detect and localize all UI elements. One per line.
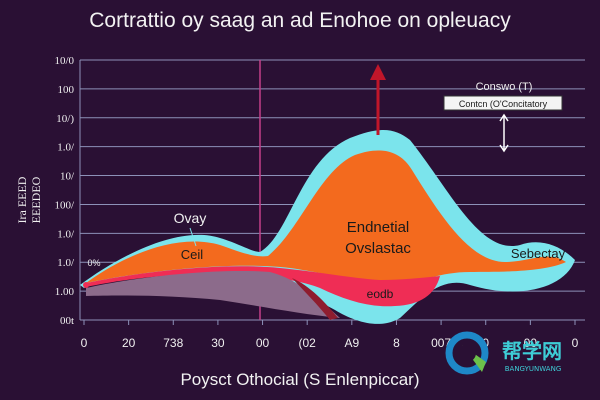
y-tick-label: 10/0 <box>54 55 74 67</box>
y-axis-label-line-1: Ira EEED <box>15 176 29 223</box>
series-areas <box>80 129 575 324</box>
legend-title: Conswo (T) <box>476 81 533 93</box>
watermark-subtext: BANGYUNWANG <box>505 365 562 373</box>
y-tick-label: 1.0/ <box>57 257 75 269</box>
y-tick-labels: 00t 1.00 1.0/1.0/100/10/1.0/10/) 100 10/0 <box>54 55 75 327</box>
annotation-ovslastac: Ovslastac <box>345 240 411 257</box>
series-mauve-area <box>86 270 340 318</box>
x-tick-label: (02 <box>299 336 317 350</box>
chart-title: Cortrattio oy saag an ad Enohoe on opleu… <box>89 9 511 32</box>
annotation-endnetial: Endnetial <box>347 219 410 236</box>
legend-box <box>443 95 563 111</box>
x-tick-label: 8 <box>393 336 400 350</box>
series-pink-area <box>86 266 440 307</box>
annotation-ovay: Ovay <box>174 210 207 226</box>
x-tick-label: A9 <box>344 336 359 350</box>
x-tick-label: 0 <box>572 336 579 350</box>
y-tick-label: 100/ <box>54 199 75 211</box>
q-logo-icon <box>445 331 489 375</box>
y-tick-label: 10/) <box>56 113 74 125</box>
x-axis-label: Poysct Othocial (S Enlenpiccar) <box>180 370 419 389</box>
x-tick-labels: 0 20 738 30 00 (02 A9 8 007 0 00 0 <box>81 320 579 350</box>
x-tick-label: 20 <box>122 336 136 350</box>
y-axis-label-line-2: EEEDEO <box>29 176 43 223</box>
y-tick-label: 1.0/ <box>57 228 75 240</box>
y-tick-label: 1.00 <box>55 286 75 298</box>
x-tick-label: 738 <box>163 336 183 350</box>
series-ovay-area <box>86 150 566 285</box>
y-tick-label: 10/ <box>60 171 75 183</box>
annotation-ovay-pointer <box>189 227 197 247</box>
x-tick-label: 00 <box>524 336 538 350</box>
y-tick-label: 100 <box>58 84 75 96</box>
up-arrow <box>370 64 386 135</box>
annotation-eodb: eodb <box>367 287 394 301</box>
double-arrow <box>499 113 509 153</box>
y-axis-label: Ira EEED EEEDEO <box>15 176 43 223</box>
annotation-sebectay: Sebectay <box>511 246 566 261</box>
annotation-cell: Ceil <box>181 247 204 262</box>
watermark-text: 帮学网 <box>502 339 562 363</box>
x-tick-label: 007 <box>431 336 451 350</box>
x-tick-label: 0 <box>81 336 88 350</box>
series-start-point <box>83 282 89 288</box>
x-tick-label: 00 <box>256 336 270 350</box>
y-tick-label: 00t <box>60 315 74 327</box>
watermark: 帮学网 BANGYUNWANG <box>445 331 562 375</box>
y-tick-label: 1.0/ <box>57 142 75 154</box>
series-dark-wedge <box>292 278 338 320</box>
legend-box-text: Contcn (O'Concitatory <box>459 99 548 109</box>
annotation-mark: 0% <box>87 258 100 268</box>
x-tick-label: 30 <box>211 336 225 350</box>
